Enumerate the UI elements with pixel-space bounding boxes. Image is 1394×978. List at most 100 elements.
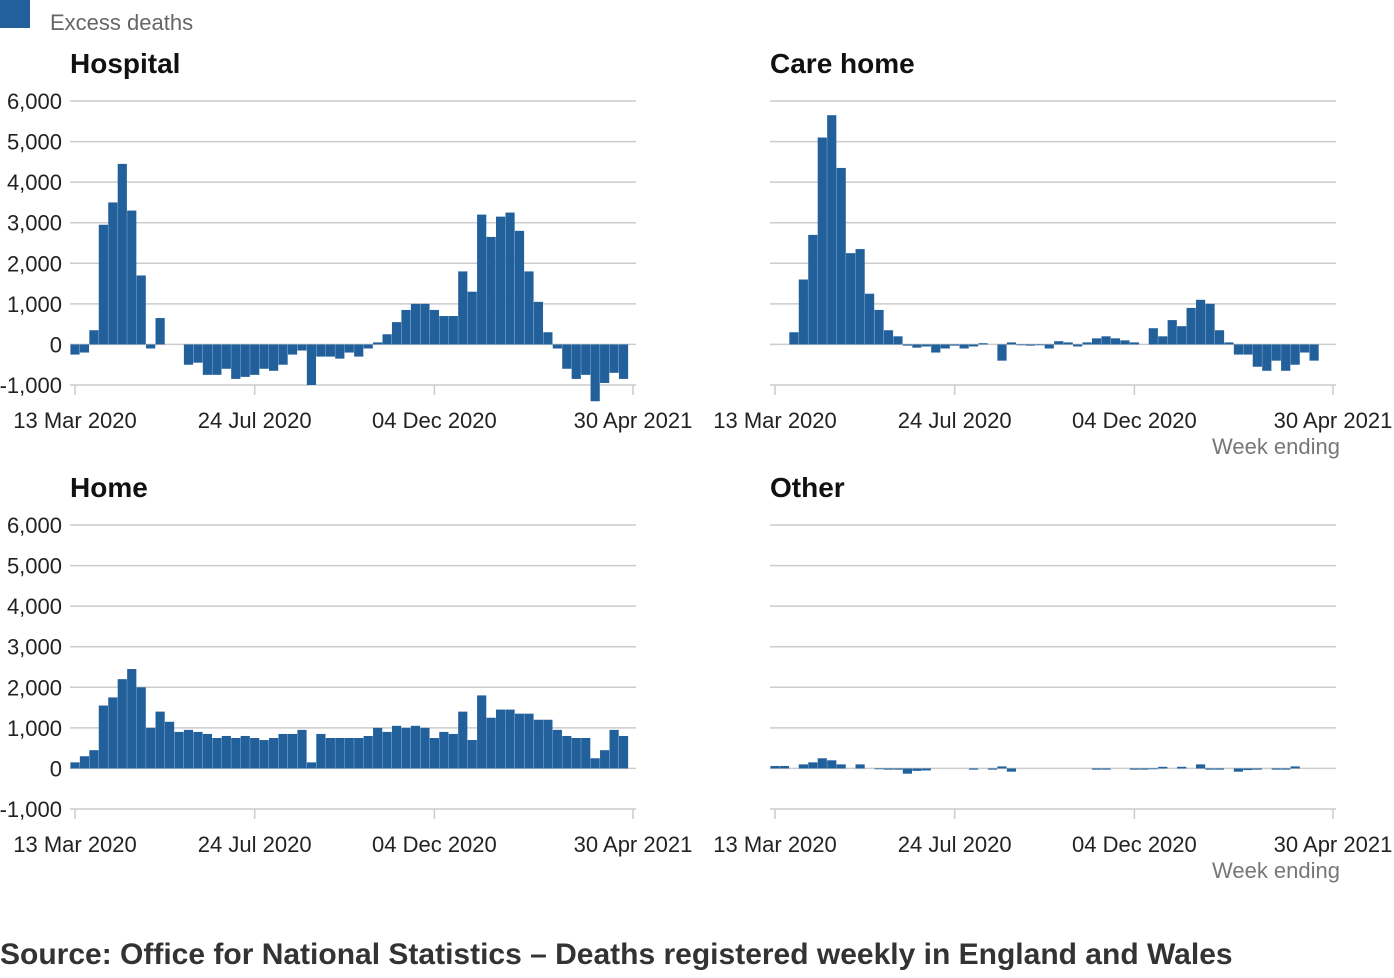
bar [1025,344,1035,346]
y-tick-label: 4,000 [7,594,62,619]
y-tick-label: 0 [50,332,62,357]
bar [940,344,950,349]
bar [410,725,421,769]
x-tick-label: 24 Jul 2020 [898,832,1012,857]
legend-swatch [0,0,30,28]
x-tick-label: 24 Jul 2020 [898,408,1012,433]
bar [70,344,80,355]
bar [618,344,629,379]
bar [770,765,780,769]
panel-title: Hospital [70,48,180,79]
x-tick-label: 24 Jul 2020 [198,832,312,857]
panel-title: Other [770,472,845,503]
bar [70,762,80,769]
bar [912,344,922,348]
bar [212,344,222,375]
bar [448,316,458,345]
bar [1035,344,1045,346]
bar [391,725,402,769]
bar [1006,342,1017,345]
bar [420,303,430,345]
bar [240,735,250,769]
bar [117,679,127,769]
bar [231,344,241,379]
bar [874,768,884,770]
bar [458,711,468,769]
bar [382,731,392,769]
bar [855,249,865,345]
bar [808,234,818,345]
bar [609,344,619,373]
bar [1290,344,1300,365]
bar [212,738,222,769]
bar [1271,344,1281,361]
bar [155,318,165,345]
bar [202,344,213,375]
bar [259,344,269,369]
bar [240,344,250,377]
bar [997,344,1007,361]
bar [1177,766,1187,769]
bar [316,344,326,357]
bar [552,344,562,349]
bar [1054,341,1064,345]
bar [590,344,600,402]
bar [533,301,544,345]
bar [467,291,477,345]
bar [410,303,421,345]
bar [1101,768,1111,770]
bar [183,344,194,365]
bar [581,738,591,769]
y-tick-label: 1,000 [7,292,62,317]
bar [1309,344,1319,361]
bar [543,719,553,769]
bar [1233,344,1244,355]
bar [1167,320,1177,345]
bar [486,717,496,769]
bar [79,344,90,353]
y-tick-label: 3,000 [7,635,62,660]
bar [562,344,572,369]
bar [590,758,600,769]
bar [136,275,146,345]
bar [297,729,307,769]
bar [817,758,827,769]
bar [401,727,411,769]
bar [524,713,534,769]
bar [89,330,99,345]
bar [1224,342,1234,345]
bar [269,344,279,371]
bar [912,768,922,771]
bar [1205,303,1215,345]
x-tick-label: 04 Dec 2020 [372,832,497,857]
bar [79,756,90,769]
bar [335,344,345,359]
bar [174,731,184,769]
bar [1082,342,1092,345]
bar [391,322,402,345]
bar [183,729,194,769]
bar [855,764,865,769]
bar [344,344,354,353]
source: Source: Office for National Statistics –… [0,938,1233,971]
bar [600,344,610,383]
bar [846,253,856,345]
bar [864,293,875,345]
bar [1063,342,1073,345]
x-tick-label: 13 Mar 2020 [713,408,837,433]
bar [316,733,326,769]
bar [1158,766,1168,769]
x-tick-label: 13 Mar 2020 [713,832,837,857]
bar [250,344,260,375]
y-tick-label: 5,000 [7,130,62,155]
bar [250,738,260,769]
bar [959,344,969,349]
bar [1214,330,1225,345]
y-tick-label: -1,000 [0,797,62,822]
bar [1300,344,1310,353]
bar [335,738,345,769]
bar [1091,768,1102,770]
bar [344,738,354,769]
panel-title: Care home [770,48,915,79]
